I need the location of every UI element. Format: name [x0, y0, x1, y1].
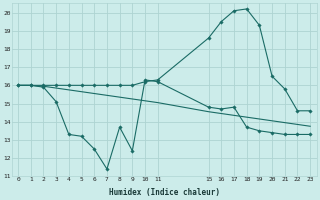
X-axis label: Humidex (Indice chaleur): Humidex (Indice chaleur) — [108, 188, 220, 197]
